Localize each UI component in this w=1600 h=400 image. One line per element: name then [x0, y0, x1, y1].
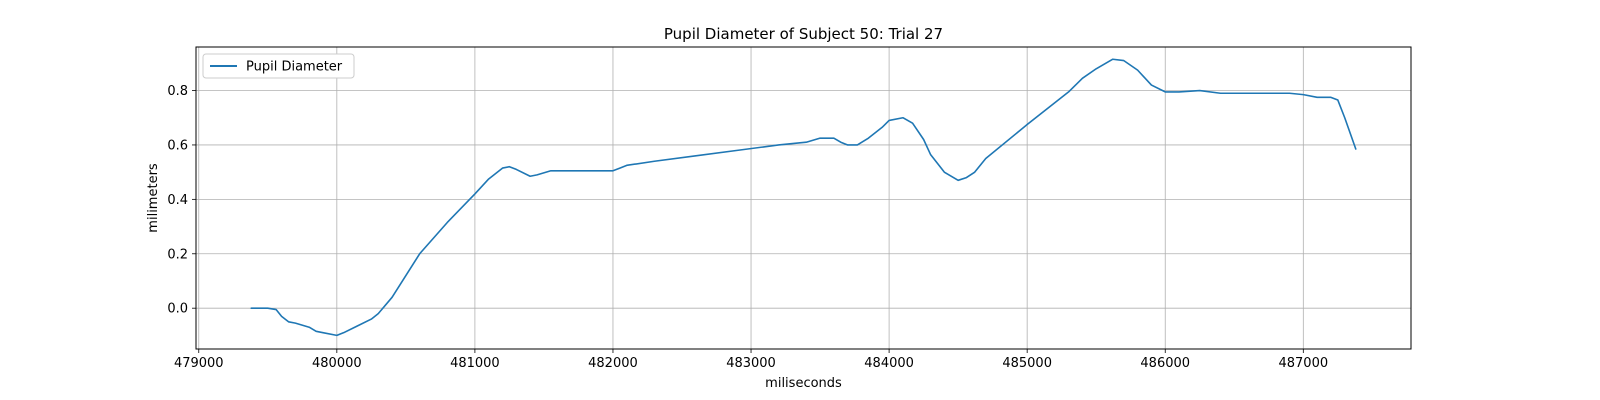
grid [196, 47, 1411, 349]
plot-area-frame [195, 46, 1412, 350]
legend-box [202, 53, 355, 79]
x-axis: 479000 480000 481000 482000 483000 484000 4850… [174, 349, 1328, 371]
x-tick-label: 487000 [1278, 356, 1328, 371]
series-line-pupil-diameter [250, 58, 1357, 337]
series-layer [250, 58, 1357, 337]
y-tick-label: 0.6 [167, 138, 188, 153]
y-tick-label: 0.8 [167, 84, 188, 99]
y-tick-label: 0.0 [167, 302, 188, 317]
legend: Pupil Diameter [202, 53, 355, 79]
x-tick-label: 485000 [1002, 356, 1052, 371]
x-tick-label: 482000 [588, 356, 638, 371]
x-axis-title: miliseconds [765, 376, 842, 391]
x-tick-label: 483000 [726, 356, 776, 371]
x-tick-label: 486000 [1140, 356, 1190, 371]
x-tick-label: 484000 [864, 356, 914, 371]
x-tick-label: 479000 [174, 356, 224, 371]
y-tick-label: 0.4 [167, 193, 188, 208]
chart-title: Pupil Diameter of Subject 50: Trial 27 [664, 25, 943, 43]
y-axis-title: milimeters [146, 163, 161, 233]
x-tick-label: 480000 [312, 356, 362, 371]
y-axis: 0.0 0.2 0.4 0.6 0.8 [167, 84, 196, 317]
legend-label-pupil-diameter: Pupil Diameter [246, 60, 343, 75]
x-tick-label: 481000 [450, 356, 500, 371]
y-tick-label: 0.2 [167, 247, 188, 262]
